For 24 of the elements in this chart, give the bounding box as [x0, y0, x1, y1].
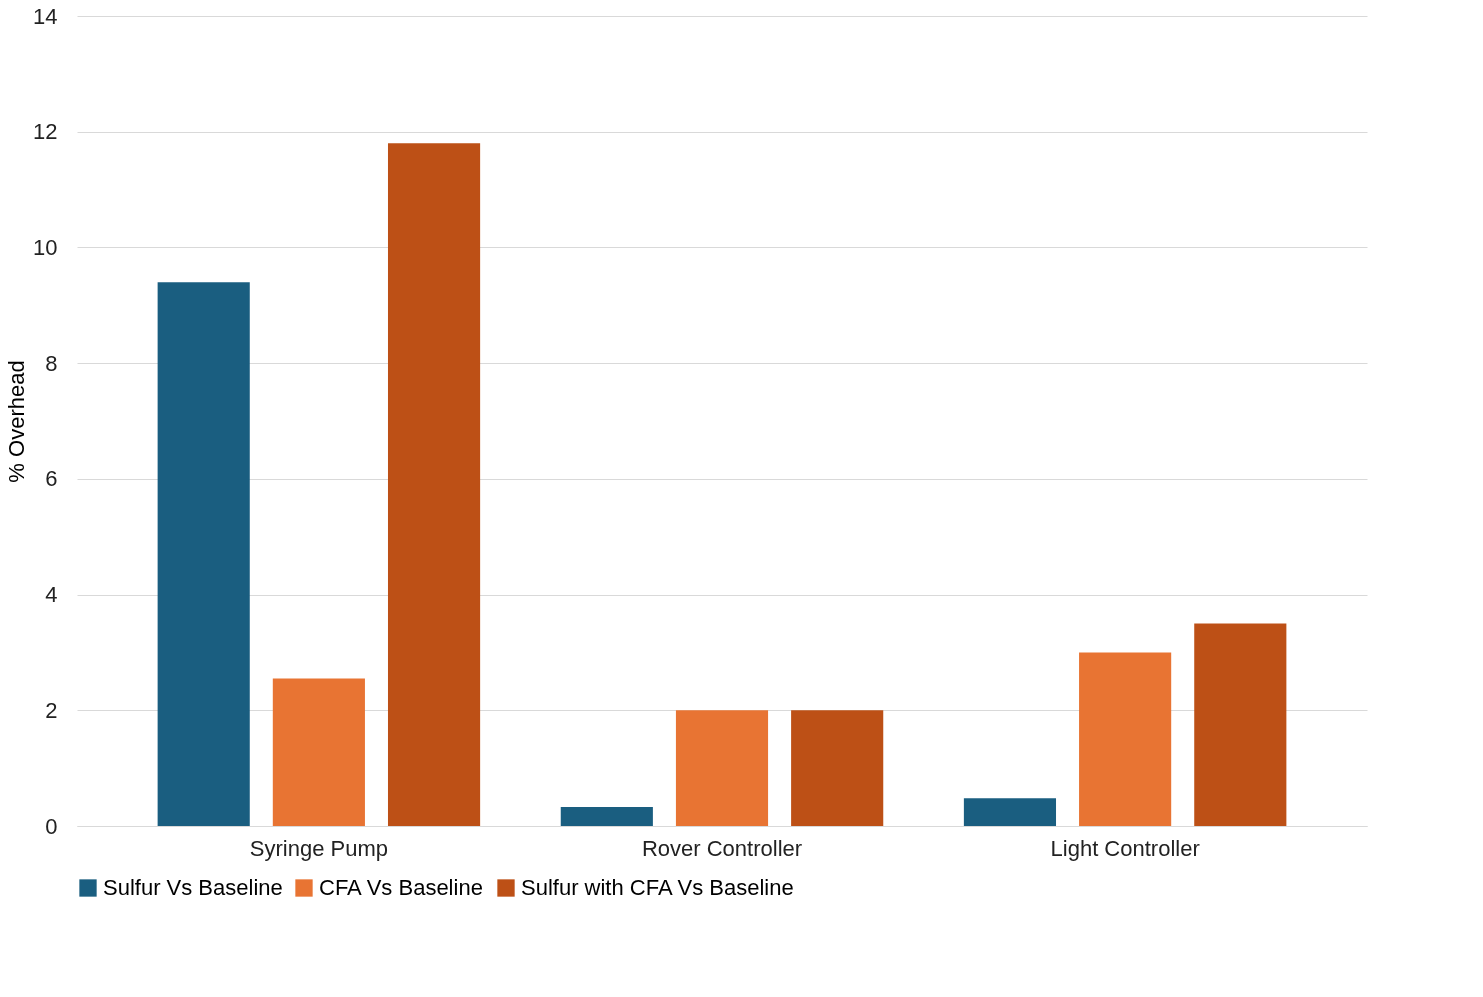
bar [272, 678, 365, 826]
bar [157, 282, 250, 826]
bar [1194, 623, 1287, 826]
bar [791, 710, 884, 826]
y-axis-title: % Overhead [4, 360, 30, 483]
bar [675, 710, 769, 826]
y-tick-label: 4 [45, 582, 58, 608]
legend-label: Sulfur Vs Baseline [103, 875, 283, 900]
y-tick-label: 2 [45, 697, 58, 723]
bar [1079, 652, 1172, 826]
y-tick-label: 0 [45, 813, 58, 839]
x-tick-label: Light Controller [1050, 835, 1200, 861]
y-tick-label: 6 [45, 466, 58, 492]
legend-label: Sulfur with CFA Vs Baseline [521, 875, 794, 900]
bar [387, 143, 481, 826]
y-tick-label: 12 [33, 119, 58, 145]
bar [963, 798, 1057, 826]
x-tick-label: Syringe Pump [249, 835, 388, 861]
x-tick-label: Rover Controller [641, 835, 803, 861]
legend-label: CFA Vs Baseline [319, 875, 483, 900]
y-tick-label: 14 [33, 3, 58, 29]
y-tick-label: 10 [33, 234, 58, 260]
y-tick-label: 8 [45, 350, 58, 376]
bar [560, 806, 653, 826]
